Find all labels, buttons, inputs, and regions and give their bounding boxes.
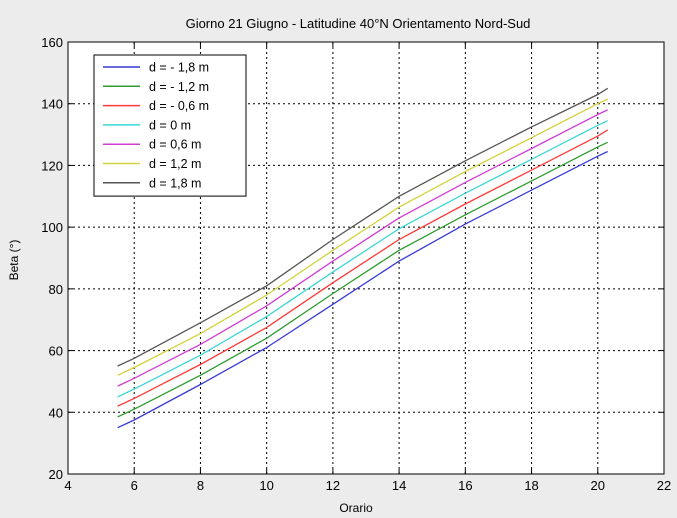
y-tick-label: 140 [41,97,63,112]
series-line [117,98,608,376]
y-tick-label: 100 [41,220,63,235]
legend-label: d = 1,2 m [149,157,201,171]
x-axis-ticks: 4 6 8 10 12 14 16 18 20 22 [64,42,671,493]
y-tick-label: 160 [41,35,63,50]
legend-label: d = - 1,8 m [149,61,209,75]
legend: d = - 1,8 m d = - 1,2 m d = - 0,6 m d = 0 m… [93,54,247,197]
legend-label: d = - 1,2 m [149,80,209,94]
x-tick-label: 10 [259,478,273,493]
y-tick-label: 60 [49,344,63,359]
y-tick-label: 80 [49,282,63,297]
legend-label: d = 0,6 m [149,138,201,152]
series-line [117,141,608,418]
series-line [117,129,609,407]
series-line [117,150,608,429]
y-tick-label: 120 [41,158,63,173]
chart-title: Giorno 21 Giugno - Latitudine 40°N Orien… [186,16,531,31]
x-axis-label: Orario [339,501,373,515]
x-tick-label: 14 [392,478,406,493]
legend-label: d = 1,8 m [149,176,201,190]
x-tick-label: 4 [64,478,71,493]
x-tick-label: 16 [458,478,472,493]
x-tick-label: 8 [197,478,204,493]
axes-frame [67,41,665,475]
legend-label: d = 0 m [149,118,191,132]
series-line [117,109,608,387]
y-tick-label: 20 [49,467,63,482]
y-axis-ticks: 20 40 60 80 100 120 140 160 [41,35,664,482]
x-tick-label: 22 [657,478,671,493]
series-line [117,87,609,367]
series-lines [117,87,609,429]
x-tick-label: 12 [326,478,340,493]
y-axis-label: Beta (°) [7,240,21,281]
series-line [117,120,608,398]
legend-label: d = - 0,6 m [149,99,209,113]
y-tick-label: 40 [49,405,63,420]
x-tick-label: 20 [591,478,605,493]
x-tick-label: 6 [131,478,138,493]
x-tick-label: 18 [524,478,538,493]
